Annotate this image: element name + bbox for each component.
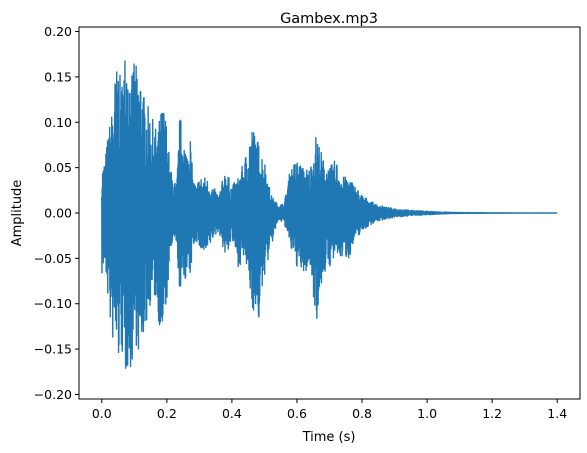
y-tick-label: 0.15	[44, 69, 72, 84]
y-tick-label: 0.10	[44, 115, 72, 130]
x-axis: 0.0 0.2 0.4 0.6 0.8 1.0 1.2 1.4	[92, 399, 567, 421]
y-tick-label: −0.05	[34, 251, 72, 266]
plot-area	[102, 61, 557, 368]
x-tick-label: 0.4	[222, 406, 242, 421]
y-tick-label: 0.20	[44, 24, 72, 39]
x-tick-label: 1.4	[547, 406, 567, 421]
x-tick-label: 0.0	[92, 406, 112, 421]
chart-title: Gambex.mp3	[280, 11, 378, 27]
y-tick-label: −0.20	[34, 387, 72, 402]
waveform-line	[102, 61, 557, 368]
y-tick-label: −0.15	[34, 342, 72, 357]
y-tick-label: 0.05	[44, 160, 72, 175]
x-tick-label: 1.0	[417, 406, 437, 421]
x-axis-label: Time (s)	[302, 430, 356, 445]
y-tick-label: −0.10	[34, 296, 72, 311]
x-tick-label: 0.6	[287, 406, 307, 421]
y-axis-label: Amplitude	[10, 180, 25, 247]
x-tick-label: 0.8	[352, 406, 372, 421]
y-tick-label: 0.00	[44, 206, 72, 221]
y-axis: 0.20 0.15 0.10 0.05 0.00 −0.05 −0.10 −0.15 −0.20	[34, 24, 79, 402]
x-tick-label: 1.2	[482, 406, 502, 421]
x-tick-label: 0.2	[157, 406, 177, 421]
